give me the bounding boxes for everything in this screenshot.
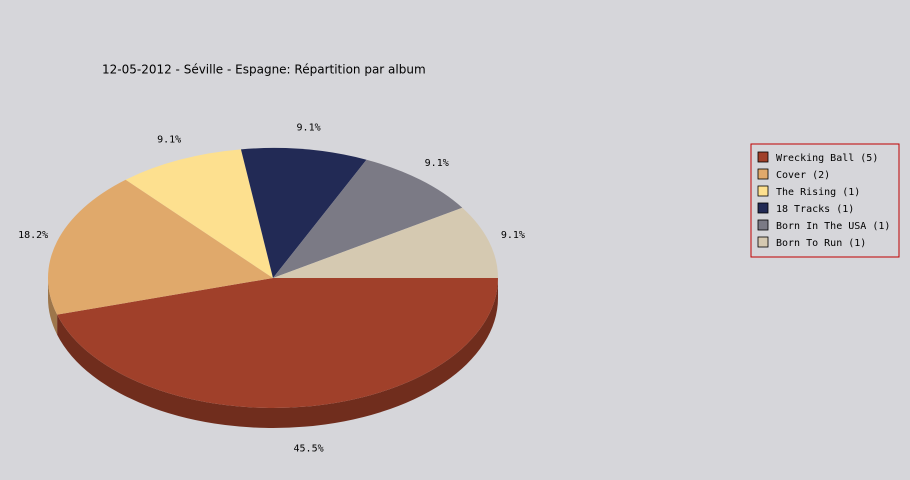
slice-label: 18.2%	[18, 230, 48, 241]
legend-swatch	[757, 236, 769, 248]
legend-swatch	[757, 202, 769, 214]
legend-swatch	[757, 168, 769, 180]
pie-slice	[47, 179, 273, 315]
pie-slice	[125, 149, 273, 278]
legend-swatch	[757, 185, 769, 197]
legend-swatch	[757, 219, 769, 231]
legend-label: 18 Tracks (1)	[776, 204, 854, 215]
slice-label: 9.1%	[157, 135, 181, 146]
slice-label: 9.1%	[297, 123, 321, 134]
legend-label: Wrecking Ball (5)	[776, 153, 878, 164]
pie-side	[57, 278, 499, 429]
legend-label: Cover (2)	[776, 170, 830, 181]
legend-label: Born To Run (1)	[776, 238, 866, 249]
pie-slice	[240, 148, 367, 278]
legend-box	[750, 143, 900, 258]
pie-side	[48, 278, 58, 335]
pie-slice	[273, 207, 498, 278]
legend-swatch	[757, 151, 769, 163]
legend-label: Born In The USA (1)	[776, 221, 890, 232]
pie-slice	[57, 278, 499, 408]
slice-label: 9.1%	[501, 230, 525, 241]
slice-label: 9.1%	[425, 158, 449, 169]
legend-label: The Rising (1)	[776, 187, 860, 198]
slice-label: 45.5%	[294, 443, 324, 454]
pie-slice	[273, 159, 463, 278]
chart-title: 12-05-2012 - Séville - Espagne: Répartit…	[102, 63, 426, 77]
